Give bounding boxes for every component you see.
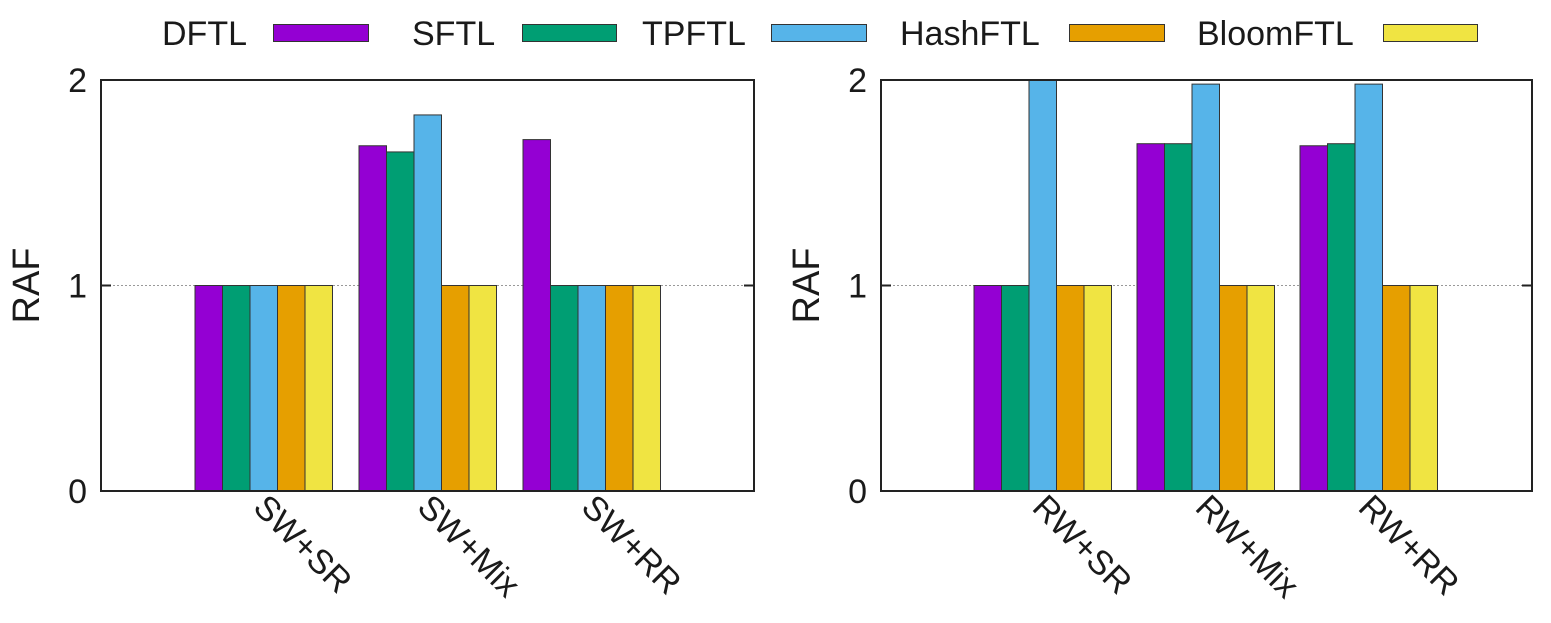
bar-right-rw-rr-tpftl [1354, 83, 1383, 492]
bar-right-rw-sr-hashftl [1056, 285, 1085, 492]
bar-left-sw-sr-tpftl [249, 285, 278, 492]
bar-left-sw-sr-sftl [222, 285, 251, 492]
bar-left-sw-sr-hashftl [277, 285, 306, 492]
y-tick-label-left: 1 [68, 268, 87, 306]
bar-right-rw-rr-sftl [1327, 143, 1356, 492]
y-axis-label-right: RAF [786, 248, 828, 324]
y-tick-label-left: 2 [68, 62, 87, 100]
legend-label-dftl: DFTL [162, 15, 247, 53]
y-tick-label-right: 1 [848, 268, 867, 306]
bar-right-rw-rr-bloomftl [1409, 285, 1438, 492]
bar-right-rw-sr-sftl [1001, 285, 1030, 492]
y-tick-label-right: 2 [848, 62, 867, 100]
y-tick-label-left: 0 [68, 473, 87, 511]
legend-label-hashftl: HashFTL [900, 15, 1040, 53]
bar-right-rw-mix-tpftl [1191, 83, 1220, 492]
bar-left-sw-sr-dftl [194, 285, 223, 492]
legend-swatch-bloomftl [1383, 24, 1478, 42]
y-tick-label-right: 0 [848, 473, 867, 511]
bar-left-sw-rr-tpftl [577, 285, 606, 492]
legend-label-sftl: SFTL [412, 15, 496, 53]
bar-right-rw-mix-dftl [1136, 143, 1165, 492]
bar-left-sw-rr-dftl [522, 139, 551, 492]
bar-right-rw-sr-bloomftl [1083, 285, 1112, 492]
bar-right-rw-mix-bloomftl [1246, 285, 1275, 492]
x-tick-label-right: RW+Mix [1188, 488, 1306, 606]
bar-right-rw-sr-tpftl [1028, 79, 1057, 492]
bar-right-rw-sr-dftl [973, 285, 1002, 492]
bar-right-rw-rr-dftl [1299, 145, 1328, 492]
bar-right-rw-mix-hashftl [1219, 285, 1248, 492]
bar-left-sw-rr-bloomftl [632, 285, 661, 492]
x-tick-label-right: RW+SR [1025, 488, 1139, 602]
chart-legend: DFTL SFTL TPFTL HashFTL BloomFTL [0, 0, 1551, 70]
legend-swatch-tpftl [771, 24, 867, 42]
legend-swatch-sftl [522, 24, 617, 42]
bar-right-rw-rr-hashftl [1382, 285, 1411, 492]
bar-left-sw-rr-sftl [550, 285, 579, 492]
bar-left-sw-mix-tpftl [413, 114, 442, 492]
bar-left-sw-mix-dftl [358, 145, 387, 492]
bar-right-rw-mix-sftl [1164, 143, 1193, 492]
legend-label-tpftl: TPFTL [642, 15, 746, 53]
legend-swatch-dftl [273, 24, 369, 42]
legend-swatch-hashftl [1069, 24, 1165, 42]
x-tick-label-right: RW+RR [1351, 488, 1466, 603]
bar-left-sw-mix-bloomftl [468, 285, 497, 492]
y-axis-label-left: RAF [6, 248, 48, 324]
legend-label-bloomftl: BloomFTL [1197, 15, 1354, 53]
bar-left-sw-rr-hashftl [605, 285, 634, 492]
